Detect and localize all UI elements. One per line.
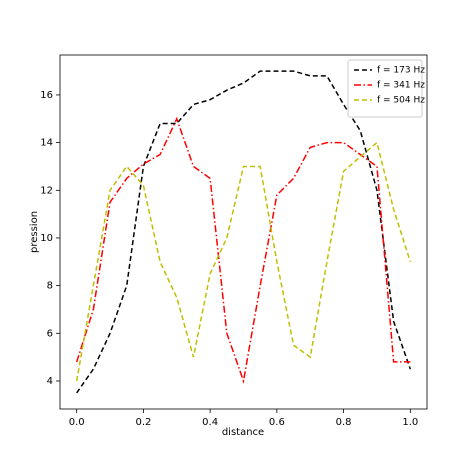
y-tick-label: 10 <box>40 233 53 244</box>
legend-label: f = 341 Hz <box>377 81 425 91</box>
legend-label: f = 504 Hz <box>377 96 425 106</box>
x-tick-label: 0.0 <box>69 417 85 428</box>
y-tick-label: 16 <box>40 90 53 101</box>
legend-box <box>347 59 423 118</box>
y-tick-label: 4 <box>47 376 53 387</box>
x-tick-label: 1.0 <box>402 417 418 428</box>
x-axis-label: distance <box>222 427 264 438</box>
data-line <box>76 70 412 394</box>
x-tick-label: 0.6 <box>269 417 285 428</box>
y-tick-label: 12 <box>40 185 53 196</box>
data-line <box>75 116 411 384</box>
y-axis-label: pression <box>29 211 40 253</box>
x-tick-label: 0.4 <box>202 417 218 428</box>
y-tick-label: 8 <box>47 281 53 292</box>
y-tick-label: 6 <box>47 328 53 339</box>
y-tick-label: 14 <box>40 138 53 149</box>
x-tick-label: 0.8 <box>336 417 352 428</box>
legend-label: f = 173 Hz <box>377 66 425 76</box>
x-tick-label: 0.2 <box>135 417 151 428</box>
data-line <box>75 141 412 382</box>
plot-frame <box>59 54 428 410</box>
